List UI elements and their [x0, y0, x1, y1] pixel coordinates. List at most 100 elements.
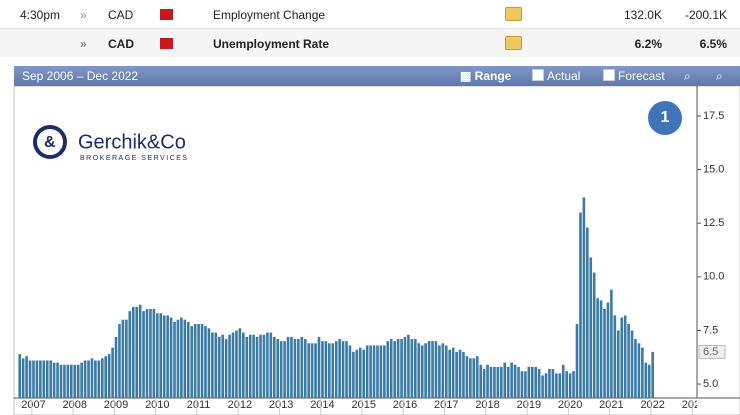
bar [32, 360, 35, 398]
bar [42, 360, 46, 398]
bar [131, 306, 135, 398]
bar [589, 257, 593, 398]
checkbox [603, 69, 615, 81]
bar [444, 345, 448, 398]
bar [568, 373, 572, 398]
bar [190, 326, 194, 398]
bar [630, 330, 634, 398]
bar [548, 369, 551, 398]
bar [28, 360, 32, 398]
bar [544, 373, 548, 398]
bar [551, 369, 555, 398]
bar [355, 349, 359, 398]
bar [448, 349, 452, 398]
bar [87, 360, 90, 398]
bar [73, 364, 77, 398]
zoom-out[interactable]: ⌕ [716, 69, 723, 83]
range-button[interactable]: ▦ Range [460, 69, 512, 83]
bar [328, 343, 331, 398]
bar [97, 360, 101, 398]
bar [21, 358, 25, 398]
bar [352, 351, 355, 398]
bar [324, 341, 328, 398]
bar [290, 336, 293, 398]
bar [138, 304, 142, 398]
badge [648, 101, 682, 135]
bar [104, 356, 108, 398]
bar [596, 298, 599, 398]
x-tick-label: 2011 [187, 399, 211, 411]
bar [269, 332, 273, 398]
bar [575, 324, 579, 398]
bar [193, 324, 197, 398]
current-value-box [698, 344, 726, 359]
bar [599, 300, 603, 398]
detail-icon[interactable] [505, 36, 522, 50]
bar [389, 339, 393, 398]
bar [321, 341, 324, 398]
bar [558, 373, 562, 398]
event-row[interactable]: » CAD Unemployment Rate 6.2% 6.5% [0, 29, 740, 57]
logo-icon-mark: & [44, 134, 56, 151]
chevron: » [80, 37, 87, 51]
bar [149, 308, 152, 398]
bar [362, 349, 366, 398]
forecast: 6.5% [699, 37, 727, 51]
bar [66, 364, 70, 398]
bar [276, 339, 280, 398]
range-label: Range [474, 69, 512, 83]
actual-toggle[interactable]: Actual [532, 69, 580, 83]
bar [159, 313, 163, 398]
bar [228, 334, 231, 398]
bar [272, 336, 276, 398]
bar [156, 313, 159, 398]
event-row[interactable]: 4:30pm » CAD Employment Change 132.0K -2… [0, 0, 740, 29]
zoom-in[interactable]: ⌕ [684, 69, 691, 83]
y-tick-label: 5.0 [703, 378, 718, 390]
bar [121, 319, 125, 398]
bar [100, 358, 104, 398]
bar [90, 358, 94, 398]
bar [348, 345, 352, 398]
y-tick-label: 17.5 [703, 110, 724, 122]
bar [25, 356, 28, 398]
x-tick-label: 2007 [21, 399, 45, 411]
bar [142, 311, 145, 398]
bar [297, 339, 300, 398]
bar [482, 369, 486, 398]
bar [462, 351, 465, 398]
y-tick-label: 12.5 [703, 217, 724, 229]
bar [204, 326, 207, 398]
bar [486, 364, 489, 398]
bar [107, 354, 111, 398]
bar [255, 336, 259, 398]
detail-icon[interactable] [505, 7, 522, 21]
bar [424, 343, 427, 398]
bar [83, 360, 87, 398]
bar [200, 324, 204, 398]
chart-toolbar: Sep 2006 – Dec 2022 ▦ Range Actual Forec… [14, 66, 740, 86]
bar [400, 339, 403, 398]
bar [300, 336, 304, 398]
bar [383, 345, 386, 398]
x-tick-label: 2020 [558, 399, 582, 411]
bar [197, 324, 200, 398]
x-tick-label: 2016 [393, 399, 417, 411]
bar [162, 315, 166, 398]
bar [221, 334, 224, 398]
bar [252, 334, 255, 398]
bar [455, 351, 458, 398]
bar [451, 347, 455, 398]
logo-tagline: BROKERAGE SERVICES [80, 155, 189, 162]
bar [152, 308, 156, 398]
bar [586, 227, 589, 398]
bar [207, 328, 211, 398]
bar [307, 343, 310, 398]
bar [80, 362, 83, 398]
bar [231, 332, 235, 398]
bar [262, 334, 266, 398]
bar [169, 317, 173, 398]
bar [214, 332, 218, 398]
forecast-toggle[interactable]: Forecast [603, 69, 665, 83]
bar [510, 362, 513, 398]
